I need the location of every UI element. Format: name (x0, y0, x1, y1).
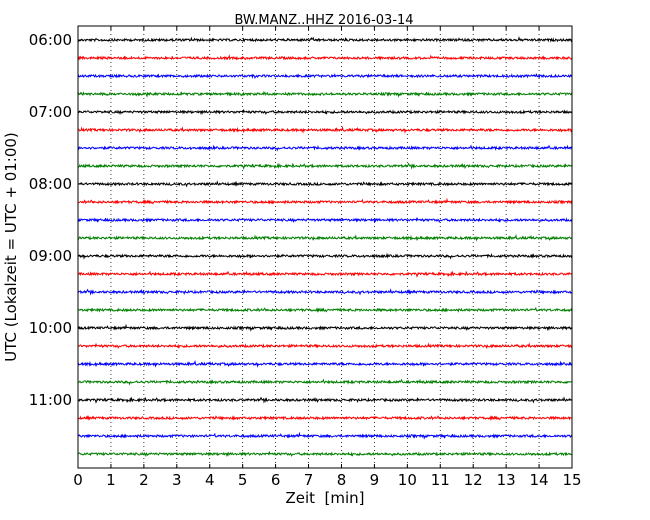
trace-0700 (77, 109, 573, 116)
x-tick-label: 14 (530, 471, 549, 489)
y-ticks: 06:00 07:00 08:00 09:00 10:00 11:00 (29, 31, 572, 409)
trace-0845 (77, 233, 573, 242)
grid-lines (110, 26, 540, 468)
chart-title: BW.MANZ..HHZ 2016-03-14 (234, 13, 413, 28)
trace-1100 (77, 396, 573, 404)
x-tick-label: 4 (205, 471, 215, 489)
y-tick-label: 09:00 (29, 247, 72, 265)
x-axis-label: Zeit [min] (285, 489, 364, 507)
trace-0615 (77, 54, 573, 61)
trace-0730 (77, 144, 573, 152)
trace-0945 (77, 306, 573, 313)
trace-1130 (77, 431, 573, 440)
y-tick-label: 08:00 (29, 175, 72, 193)
trace-0630 (77, 73, 573, 80)
plot-frame (77, 25, 573, 469)
x-tick-label: 7 (304, 471, 314, 489)
x-tick-label: 15 (562, 471, 581, 489)
y-tick-label: 10:00 (29, 319, 72, 337)
trace-0645 (77, 90, 573, 98)
trace-0900 (77, 252, 573, 260)
y-tick-label: 06:00 (29, 31, 72, 49)
x-tick-label: 1 (106, 471, 116, 489)
x-tick-label: 13 (497, 471, 516, 489)
trace-1000 (77, 323, 573, 332)
trace-1030 (77, 359, 572, 368)
x-tick-label: 6 (271, 471, 281, 489)
trace-0830 (77, 217, 573, 224)
x-tick-label: 10 (398, 471, 417, 489)
x-ticks: 0 1 2 3 4 5 6 7 8 9 10 11 12 13 14 15 (73, 26, 582, 489)
trace-1145 (77, 451, 572, 458)
trace-1115 (77, 415, 573, 421)
trace-0800 (77, 180, 573, 188)
trace-1045 (77, 378, 572, 386)
y-axis-label: UTC (Lokalzeit = UTC + 01:00) (2, 132, 20, 362)
y-tick-label: 07:00 (29, 103, 72, 121)
trace-0930 (77, 288, 573, 296)
x-tick-label: 12 (464, 471, 483, 489)
trace-1015 (77, 342, 573, 349)
x-tick-label: 9 (370, 471, 380, 489)
y-tick-label: 11:00 (29, 391, 72, 409)
trace-0600 (77, 35, 573, 43)
trace-group (77, 35, 573, 458)
x-tick-label: 11 (431, 471, 450, 489)
trace-0715 (77, 125, 573, 134)
x-tick-label: 2 (139, 471, 149, 489)
trace-0745 (77, 162, 573, 170)
x-tick-label: 8 (337, 471, 347, 489)
trace-0915 (77, 270, 573, 278)
x-tick-label: 5 (238, 471, 248, 489)
x-tick-label: 3 (172, 471, 182, 489)
trace-0815 (77, 197, 573, 205)
x-tick-label: 0 (73, 471, 83, 489)
